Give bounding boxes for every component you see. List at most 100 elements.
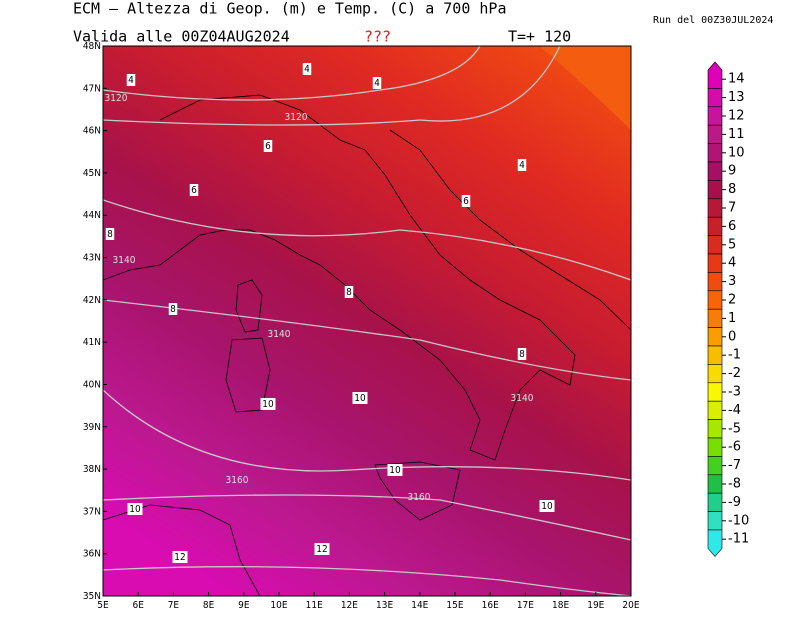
colorbar-label: -7 (728, 458, 741, 473)
colorbar-label: -6 (728, 440, 741, 455)
contour-label-bg (127, 503, 143, 515)
colorbar-label: -11 (728, 532, 749, 547)
contour-label-bg (105, 228, 115, 240)
contour-label: 10 (129, 504, 141, 515)
contour-label: 8 (519, 349, 525, 360)
contour-label: 8 (346, 287, 352, 298)
lat-label: 38N (83, 464, 101, 475)
contour-label: 3160 (408, 492, 431, 503)
colorbar-swatch (707, 511, 723, 531)
colorbar-swatch (707, 88, 723, 108)
contour-label: 4 (128, 75, 134, 86)
colorbar-label: 12 (728, 109, 745, 124)
lon-label: 16E (482, 600, 499, 611)
contour-label-bg (302, 63, 312, 75)
lon-label: 6E (132, 600, 144, 611)
colorbar-swatch (707, 290, 723, 310)
contour-label: 4 (374, 78, 380, 89)
lat-label: 36N (83, 549, 101, 560)
colorbar-label: 4 (728, 256, 736, 271)
contour-label-bg (539, 500, 555, 512)
lon-label: 18E (552, 600, 569, 611)
geopotential-isolines (103, 46, 631, 596)
contour-label-bg (172, 551, 188, 563)
lat-label: 47N (83, 83, 101, 94)
colorbar-swatch (707, 456, 723, 476)
lon-label: 13E (376, 600, 393, 611)
contour-label: 6 (463, 196, 469, 207)
lon-label: 15E (446, 600, 463, 611)
lat-label: 37N (83, 506, 101, 517)
lat-label: 41N (83, 337, 101, 348)
run-time: Run del 00Z30JUL2024 (653, 15, 773, 26)
contour-label: 6 (191, 185, 197, 196)
colorbar-swatch (707, 492, 723, 512)
colorbar-label: 3 (728, 274, 736, 289)
colorbar-label: -4 (728, 403, 741, 418)
lat-label: 46N (83, 126, 101, 137)
contour-label: 3140 (268, 329, 291, 340)
lon-label: 9E (238, 600, 250, 611)
contour-label-bg (263, 140, 273, 152)
lat-label: 44N (83, 210, 101, 221)
lon-label: 20E (622, 600, 639, 611)
map-area (103, 46, 631, 596)
colorbar-label: -2 (728, 366, 741, 381)
lon-label: 11E (306, 600, 323, 611)
lat-label: 39N (83, 422, 101, 433)
lon-label: 7E (168, 600, 180, 611)
contour-label: 3140 (113, 255, 136, 266)
lon-label: 14E (411, 600, 428, 611)
colorbar-swatch (707, 180, 723, 200)
colorbar-label: 7 (728, 201, 736, 216)
map-frame (102, 45, 632, 597)
colorbar-swatch (707, 272, 723, 292)
colorbar-label: 1 (728, 311, 736, 326)
colorbar-swatch (707, 308, 723, 328)
colorbar-label: 14 (728, 72, 745, 87)
contour-label-bg (126, 74, 136, 86)
contour-label-bg (168, 303, 178, 315)
lat-label: 45N (83, 168, 101, 179)
colorbar-label: 13 (728, 90, 745, 105)
colorbar-swatch (707, 143, 723, 163)
colorbar-swatch (707, 419, 723, 439)
contour-label: 3140 (511, 393, 534, 404)
colorbar-label: 2 (728, 293, 736, 308)
colorbar-label: -3 (728, 385, 741, 400)
contour-label-bg (372, 77, 382, 89)
colorbar-label: 11 (728, 127, 745, 142)
colorbar-label: -1 (728, 348, 741, 363)
colorbar-label: 10 (728, 145, 745, 160)
contour-label-bg (260, 398, 276, 410)
warm-zone (540, 46, 631, 130)
colorbar-label: 0 (728, 329, 736, 344)
contour-label: 3160 (226, 475, 249, 486)
lon-label: 5E (97, 600, 109, 611)
contour-label: 10 (262, 399, 274, 410)
colorbar-label: -5 (728, 421, 741, 436)
contour-label: 4 (304, 64, 310, 75)
contour-label-bg (189, 184, 199, 196)
contour-label-bg (344, 286, 354, 298)
colorbar-swatch (707, 161, 723, 181)
colorbar-swatch (707, 106, 723, 126)
colorbar-end (707, 61, 723, 89)
contour-label: 12 (174, 552, 185, 563)
contour-label: 8 (107, 229, 113, 240)
lon-label: 12E (341, 600, 358, 611)
colorbar-label: -8 (728, 477, 741, 492)
colorbar-swatch (707, 400, 723, 420)
lat-label: 40N (83, 379, 101, 390)
colorbar-label: 6 (728, 219, 736, 234)
contour-label-bg (517, 348, 527, 360)
contour-label: 6 (265, 141, 271, 152)
title: ECM — Altezza di Geop. (m) e Temp. (C) a… (73, 0, 506, 18)
lat-label: 35N (83, 591, 101, 602)
contour-label: 10 (541, 501, 553, 512)
colorbar-swatch (707, 216, 723, 236)
lat-label: 48N (83, 41, 101, 52)
lon-label: 19E (587, 600, 604, 611)
colorbar-swatch (707, 364, 723, 384)
colorbar-swatch (707, 253, 723, 273)
